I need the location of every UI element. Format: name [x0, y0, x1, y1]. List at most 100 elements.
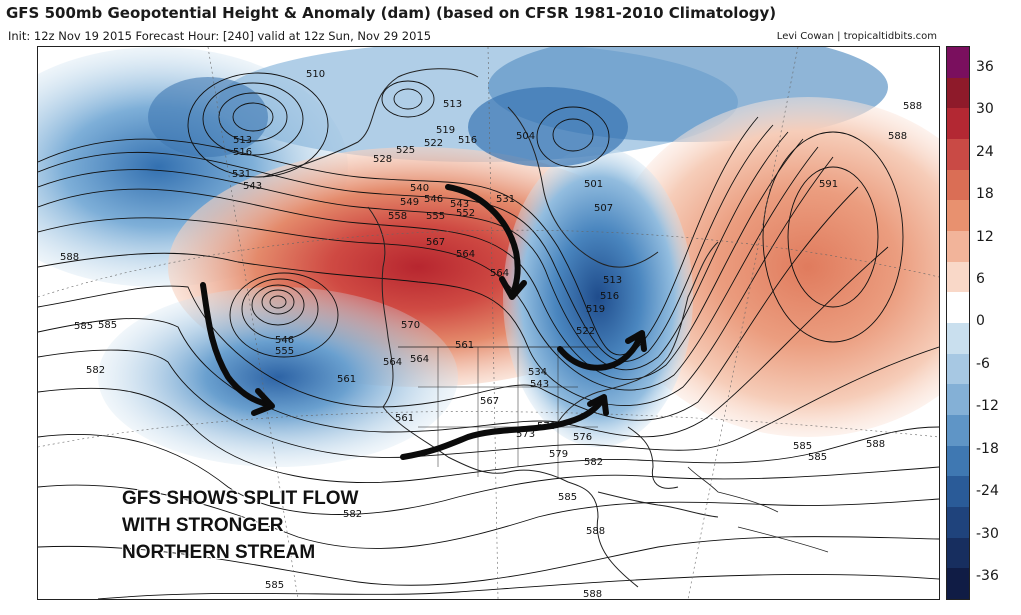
- contour-label: 543: [243, 181, 262, 192]
- contour-label: 564: [490, 268, 509, 279]
- contour-label: 510: [306, 69, 325, 80]
- contour-label: 561: [395, 413, 414, 424]
- colorbar-segment: [947, 261, 969, 293]
- annotation-line-2: WITH STRONGER: [122, 515, 284, 536]
- annotation-line-3: NORTHERN STREAM: [122, 542, 316, 563]
- flow-arrows: [200, 184, 647, 460]
- colorbar-label: -24: [976, 483, 999, 499]
- colorbar-segment: [947, 323, 969, 355]
- contour-label: 531: [496, 194, 515, 205]
- cold-anomaly-central: [503, 147, 693, 447]
- contour-label: 561: [337, 374, 356, 385]
- contour-label: 582: [86, 365, 105, 376]
- contour-label: 579: [549, 449, 568, 460]
- colorbar-segment: [947, 415, 969, 447]
- contour-label: 546: [275, 335, 294, 346]
- contour-label: 546: [424, 194, 443, 205]
- contour-label: 504: [516, 131, 535, 142]
- contour-label: 522: [576, 326, 595, 337]
- contour-label: 585: [98, 320, 117, 331]
- map-canvas: 510 513 516 531 543 513 519 516 504 522 …: [38, 47, 939, 599]
- colorbar-label: 6: [976, 271, 985, 287]
- contour-label: 519: [436, 125, 455, 136]
- colorbar-label: -6: [976, 356, 990, 372]
- colorbar-label: 30: [976, 101, 994, 117]
- geography-layer: [262, 68, 829, 588]
- colorbar-segment: [947, 200, 969, 232]
- colorbar-label: -30: [976, 526, 999, 542]
- colorbar-label: -12: [976, 398, 999, 414]
- colorbar-segment: [947, 139, 969, 171]
- colorbar-segment: [947, 108, 969, 140]
- contour-label: 516: [233, 147, 252, 158]
- contour-label: 507: [594, 203, 613, 214]
- contour-label: 561: [455, 340, 474, 351]
- warm-anomaly-atlantic: [608, 97, 939, 437]
- contour-label: 576: [573, 432, 592, 443]
- contour-label: 528: [373, 154, 392, 165]
- contour-label: 513: [603, 275, 622, 286]
- contour-label: 582: [343, 509, 362, 520]
- contour-label: 516: [458, 135, 477, 146]
- contour-label: 543: [450, 199, 469, 210]
- colorbar-segment: [947, 292, 969, 324]
- contour-label: 558: [388, 211, 407, 222]
- graticule-layer: [38, 47, 939, 599]
- colorbar-segment: [947, 353, 969, 385]
- contour-label: 585: [558, 492, 577, 503]
- contour-label: 588: [888, 131, 907, 142]
- colorbar-label: -18: [976, 441, 999, 457]
- colorbar-label: -36: [976, 568, 999, 584]
- contour-label: 585: [265, 580, 284, 591]
- southern-jet-arrow: [400, 396, 606, 460]
- contour-label: 585: [74, 321, 93, 332]
- colorbar-segment: [947, 476, 969, 508]
- northern-stream-arrow-head: [499, 276, 527, 300]
- contour-label: 555: [426, 211, 445, 222]
- colorbar-segment: [947, 384, 969, 416]
- contour-label: 564: [383, 357, 402, 368]
- contour-label: 525: [396, 145, 415, 156]
- contour-label: 555: [275, 346, 294, 357]
- anomaly-colorbar: [946, 46, 970, 600]
- southern-stream-arrow: [200, 282, 273, 408]
- contour-label: 513: [443, 99, 462, 110]
- contour-label: 540: [410, 183, 429, 194]
- contour-label: 588: [60, 252, 79, 263]
- trough-arrow-head: [625, 330, 647, 352]
- contour-label: 567: [480, 396, 499, 407]
- colorbar-label: 36: [976, 59, 994, 75]
- contour-label: 543: [530, 379, 549, 390]
- contour-labels: 510 513 516 531 543 513 519 516 504 522 …: [60, 69, 922, 599]
- colorbar-segment: [947, 568, 969, 600]
- annotation-line-1: GFS SHOWS SPLIT FLOW: [122, 488, 359, 509]
- contour-label: 501: [584, 179, 603, 190]
- weather-map: 510 513 516 531 543 513 519 516 504 522 …: [37, 46, 940, 600]
- contour-label: 588: [586, 526, 605, 537]
- colorbar-label: 12: [976, 229, 994, 245]
- contour-label: 591: [819, 179, 838, 190]
- credit-text: Levi Cowan | tropicaltidbits.com: [776, 31, 937, 42]
- colorbar-segment: [947, 77, 969, 109]
- height-contour-layer: [38, 72, 939, 599]
- southern-jet-arrow-head: [587, 394, 609, 416]
- colorbar-label: 24: [976, 144, 994, 160]
- contour-label: 552: [456, 208, 475, 219]
- contour-label: 585: [808, 452, 827, 463]
- contour-label: 567: [426, 237, 445, 248]
- forecast-annotation: GFS SHOWS SPLIT FLOW WITH STRONGER NORTH…: [122, 485, 358, 566]
- contour-label: 549: [400, 197, 419, 208]
- contour-label: 513: [233, 135, 252, 146]
- contour-label: 534: [528, 367, 547, 378]
- contour-label: 516: [600, 291, 619, 302]
- contour-label: 519: [586, 304, 605, 315]
- colorbar-label: 0: [976, 313, 985, 329]
- colorbar-segment: [947, 507, 969, 539]
- colorbar-segment: [947, 445, 969, 477]
- southern-stream-arrow-head: [251, 388, 275, 416]
- colorbar-label: 18: [976, 186, 994, 202]
- trough-arrow: [557, 332, 643, 371]
- contour-label: 522: [424, 138, 443, 149]
- contour-label: 564: [410, 354, 429, 365]
- contour-label: 588: [583, 589, 602, 599]
